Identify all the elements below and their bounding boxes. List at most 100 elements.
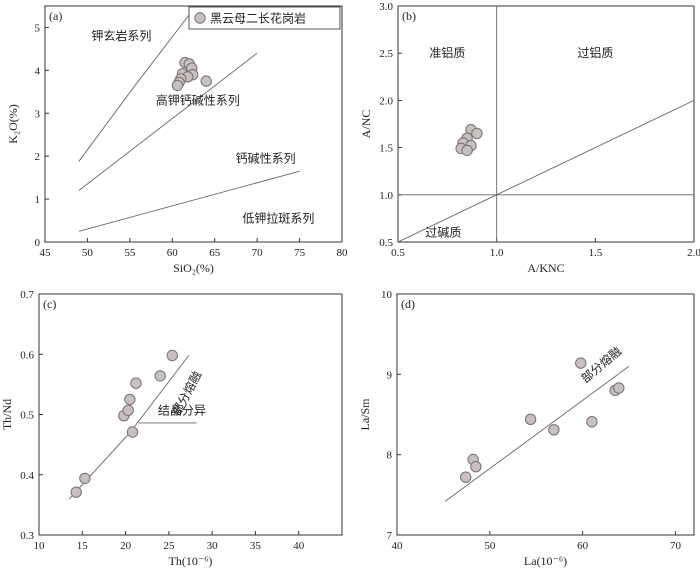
y-tick-label: 0.6 [20, 349, 34, 361]
data-point [470, 461, 482, 473]
plot-frame [44, 5, 343, 243]
x-tick-label: 70 [252, 247, 264, 259]
x-axis-label: SiO₂(%) [173, 261, 214, 275]
data-point [171, 79, 184, 92]
x-axis-label: La(10⁻⁶) [524, 554, 567, 568]
plot-frame [396, 293, 695, 536]
panel-b: 0.5 1.0 1.5 2.0 0.5 1.0 1.5 2.0 2.5 3.0 A/KNC A/NC (… [359, 1, 700, 275]
x-tick-label: 70 [670, 540, 682, 552]
y-tick-label: 2.5 [379, 48, 393, 60]
data-point [70, 486, 82, 498]
data-point [166, 349, 179, 362]
data-point [471, 127, 483, 140]
x-tick-label: 15 [77, 540, 89, 552]
region-label: 过碱质 [425, 226, 461, 240]
data-point [154, 370, 166, 382]
x-tick-label: 60 [577, 540, 589, 552]
y-tick-label: 2 [35, 151, 41, 163]
x-tick-label: 65 [209, 247, 221, 259]
x-tick-label: 40 [293, 540, 305, 552]
y-tick-label: 0.3 [20, 530, 34, 542]
y-tick-label: 1.5 [379, 143, 393, 155]
boundary-line [78, 170, 300, 232]
legend-marker [194, 12, 206, 24]
y-tick-label: 4 [35, 65, 41, 77]
y-tick-label: 7 [387, 530, 393, 542]
boundary-line [78, 14, 190, 162]
x-tick-label: 1.5 [588, 247, 602, 259]
x-tick-label: 10 [34, 540, 46, 552]
data-point [126, 426, 139, 438]
legend-box [188, 6, 341, 30]
panel-c: 10 15 20 25 30 35 40 0.3 0.4 0.5 0.6 0.7 Th(10⁻⁶) Th/… [0, 289, 343, 568]
region-label: 低钾拉斑系列 [242, 210, 314, 225]
legend-label: 黑云母二长花岗岩 [210, 11, 306, 26]
data-point [613, 382, 625, 394]
panel-a: 45 50 55 60 65 70 75 80012345SiO₂(%)K₂O(%)(a)钾玄… [6, 5, 349, 275]
region-label: 钾玄岩系列 [91, 28, 151, 43]
trend-annotation: 结晶分异 [158, 404, 206, 418]
y-axis-label: A/NC [359, 110, 373, 139]
data-point [130, 377, 142, 389]
x-tick-label: 45 [40, 247, 52, 259]
data-point [200, 75, 212, 87]
y-tick-label: 5 [35, 22, 41, 34]
y-tick-label: 3.0 [379, 1, 393, 13]
x-tick-label: 75 [294, 247, 306, 259]
y-axis-label: K₂O(%) [6, 104, 20, 144]
region-label: 过铝质 [577, 45, 613, 60]
data-point [460, 471, 472, 483]
x-tick-label: 30 [207, 540, 219, 552]
x-tick-label: 2.0 [687, 247, 700, 259]
data-point [524, 413, 537, 425]
y-tick-label: 0.7 [20, 289, 34, 301]
y-tick-label: 1.0 [379, 190, 393, 202]
x-tick-label: 80 [337, 247, 349, 259]
y-tick-label: 9 [387, 369, 393, 381]
region-label: 高钾钙碱性系列 [156, 92, 240, 107]
data-point [586, 416, 598, 428]
legend: 黑云母二长花岗岩 [188, 6, 341, 30]
panel-label: (b) [402, 9, 416, 23]
data-point [124, 393, 136, 406]
x-tick-label: 60 [167, 247, 179, 259]
y-tick-label: 0.4 [20, 470, 34, 482]
data-point [79, 472, 91, 485]
x-tick-label: 1.0 [490, 247, 504, 259]
y-tick-label: 1 [35, 194, 41, 206]
y-tick-label: 0.5 [379, 237, 393, 249]
y-tick-label: 0.5 [20, 410, 34, 422]
x-tick-label: 20 [120, 540, 132, 552]
panel-label: (a) [49, 9, 62, 23]
y-tick-label: 8 [387, 450, 393, 462]
plot-frame [397, 5, 695, 243]
region-label: 准铝质 [429, 45, 465, 60]
x-tick-label: 40 [392, 540, 404, 552]
region-label: 钙碱性系列 [236, 151, 296, 165]
x-axis-label: Th(10⁻⁶) [169, 554, 213, 568]
x-tick-label: 35 [250, 540, 262, 552]
x-tick-label: 50 [82, 247, 94, 259]
y-tick-label: 3 [35, 108, 41, 120]
y-axis-label: La/Sm [358, 398, 372, 431]
boundary-line [398, 99, 694, 242]
x-tick-label: 50 [484, 540, 496, 552]
boundary-line [78, 52, 258, 191]
y-tick-label: 2.0 [379, 95, 393, 107]
y-axis-label: Th/Nd [0, 399, 14, 430]
boundary-line [445, 365, 630, 502]
data-point [575, 357, 587, 369]
x-tick-label: 55 [124, 247, 136, 259]
data-point [461, 144, 473, 157]
panel-label: (c) [43, 297, 56, 311]
y-tick-label: 10 [381, 289, 393, 301]
x-tick-label: 0.5 [391, 247, 405, 259]
data-point [122, 404, 134, 416]
panel-label: (d) [401, 297, 415, 311]
x-axis-label: A/KNC [527, 261, 564, 275]
data-point [548, 424, 560, 436]
y-tick-label: 0 [35, 237, 41, 249]
x-tick-label: 25 [163, 540, 175, 552]
